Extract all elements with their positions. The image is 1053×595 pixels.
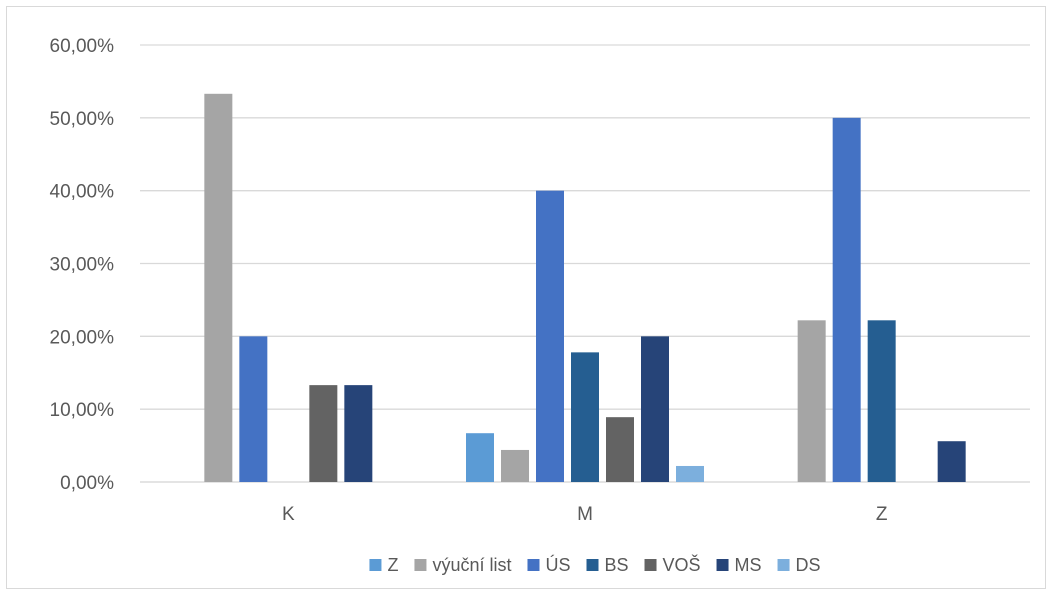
legend-label: výuční list [432, 555, 511, 575]
bar-M-4 [606, 417, 634, 482]
bar-K-4 [309, 385, 338, 482]
y-tick-label: 0,00% [60, 473, 114, 494]
y-tick-label: 50,00% [50, 109, 115, 130]
bar-M-5 [641, 336, 669, 482]
y-tick-label: 30,00% [50, 255, 115, 276]
bar-Z-1 [797, 320, 826, 482]
bar-M-2 [536, 190, 564, 482]
legend-swatch [777, 559, 790, 571]
legend-swatch [414, 559, 427, 571]
bar-M-1 [501, 449, 529, 482]
legend-swatch [527, 559, 540, 571]
bar-Z-2 [832, 117, 861, 482]
x-tick-label: K [282, 504, 295, 525]
x-tick-label: Z [876, 504, 888, 525]
legend-label: ÚS [545, 554, 570, 575]
y-axis-tick-labels: 0,00% 10,00% 20,00% 30,00% 40,00% 50,00% 60,00… [50, 36, 115, 494]
bar-M-6 [676, 465, 704, 482]
bar-K-2 [239, 336, 268, 482]
bar-K-1 [204, 93, 233, 482]
bars [204, 93, 966, 482]
y-tick-label: 40,00% [50, 182, 115, 203]
y-tick-label: 60,00% [50, 36, 115, 57]
legend-swatch [644, 559, 657, 571]
chart-frame [6, 6, 1046, 589]
legend-label: BS [605, 555, 629, 575]
y-tick-label: 10,00% [50, 400, 115, 421]
bar-M-0 [466, 433, 494, 482]
x-tick-label: M [577, 504, 593, 525]
legend-label: VOŠ [663, 554, 701, 575]
bar-K-5 [344, 385, 373, 482]
bar-Z-3 [867, 320, 896, 482]
legend-swatch [369, 559, 382, 571]
legend-label: Z [387, 555, 398, 575]
legend-label: MS [735, 555, 762, 575]
y-tick-label: 20,00% [50, 327, 115, 348]
legend-swatch [716, 559, 729, 571]
legend-label: DS [796, 555, 821, 575]
bar-M-3 [571, 352, 599, 482]
bar-Z-5 [937, 441, 966, 482]
legend-swatch [586, 559, 599, 571]
